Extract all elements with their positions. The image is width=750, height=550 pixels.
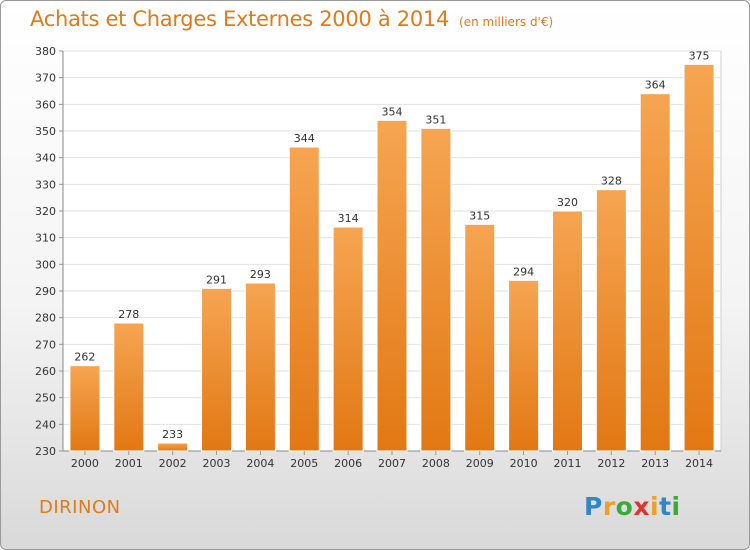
- location-label: DIRINON: [39, 497, 121, 518]
- logo-letter: r: [602, 492, 616, 521]
- bar-value-label: 354: [382, 105, 403, 118]
- bar-value-label: 294: [513, 265, 534, 278]
- y-tick-label: 370: [35, 72, 56, 85]
- chart-unit-label: (en milliers d'€): [459, 15, 554, 29]
- y-tick-label: 350: [35, 125, 56, 138]
- y-tick-label: 330: [35, 178, 56, 191]
- chart-title-text: Achats et Charges Externes 2000 à 2014: [30, 7, 450, 31]
- bar-value-label: 278: [118, 308, 139, 321]
- logo-letter: t: [659, 492, 672, 521]
- logo-letter: x: [633, 492, 650, 521]
- logo-letter: i: [650, 492, 660, 521]
- y-tick-label: 380: [35, 45, 56, 58]
- x-tick-label: 2001: [115, 457, 143, 470]
- proxiti-logo: Proxiti: [584, 492, 681, 521]
- logo-letter: P: [584, 492, 603, 521]
- bar-value-label: 351: [425, 113, 446, 126]
- x-tick-label: 2012: [597, 457, 625, 470]
- x-tick-label: 2003: [203, 457, 231, 470]
- bar-value-label: 364: [645, 79, 666, 92]
- y-tick-label: 270: [35, 338, 56, 351]
- bar: [157, 442, 189, 452]
- bar: [464, 223, 496, 452]
- bar-value-label: 344: [294, 132, 315, 145]
- y-tick-label: 250: [35, 392, 56, 405]
- bar-value-label: 262: [74, 351, 95, 364]
- x-tick-label: 2011: [553, 457, 581, 470]
- x-tick-label: 2004: [246, 457, 274, 470]
- y-tick-label: 360: [35, 98, 56, 111]
- bar: [376, 119, 408, 452]
- x-tick-label: 2000: [71, 457, 99, 470]
- bar: [332, 226, 364, 452]
- x-tick-label: 2008: [422, 457, 450, 470]
- y-tick-label: 240: [35, 418, 56, 431]
- bar: [420, 127, 452, 452]
- y-tick-label: 320: [35, 205, 56, 218]
- y-tick-label: 230: [35, 445, 56, 458]
- bar: [244, 282, 276, 452]
- x-tick-label: 2002: [159, 457, 187, 470]
- y-tick-label: 280: [35, 312, 56, 325]
- x-tick-label: 2009: [466, 457, 494, 470]
- bar-value-label: 320: [557, 196, 578, 209]
- bar-value-label: 375: [689, 49, 710, 62]
- logo-letter: o: [615, 492, 634, 521]
- chart-title: Achats et Charges Externes 2000 à 2014 (e…: [30, 7, 553, 31]
- bar-value-label: 314: [338, 212, 359, 225]
- bar-value-label: 293: [250, 268, 271, 281]
- x-tick-label: 2005: [290, 457, 318, 470]
- y-tick-label: 300: [35, 258, 56, 271]
- bar: [69, 365, 101, 452]
- bar: [113, 322, 145, 452]
- bar: [683, 63, 715, 452]
- bar: [288, 146, 320, 452]
- logo-letter: i: [671, 492, 681, 521]
- bar: [595, 189, 627, 452]
- y-tick-label: 290: [35, 285, 56, 298]
- y-tick-label: 340: [35, 152, 56, 165]
- x-tick-label: 2006: [334, 457, 362, 470]
- bar-value-label: 328: [601, 175, 622, 188]
- bar-value-label: 233: [162, 428, 183, 441]
- bar: [508, 279, 540, 452]
- bar-value-label: 291: [206, 273, 227, 286]
- y-tick-label: 310: [35, 232, 56, 245]
- x-tick-label: 2007: [378, 457, 406, 470]
- x-tick-label: 2014: [685, 457, 713, 470]
- bar: [551, 210, 583, 452]
- bar: [201, 287, 233, 452]
- x-tick-label: 2013: [641, 457, 669, 470]
- bar-value-label: 315: [469, 209, 490, 222]
- bar: [639, 93, 671, 452]
- y-tick-label: 260: [35, 365, 56, 378]
- x-tick-label: 2010: [510, 457, 538, 470]
